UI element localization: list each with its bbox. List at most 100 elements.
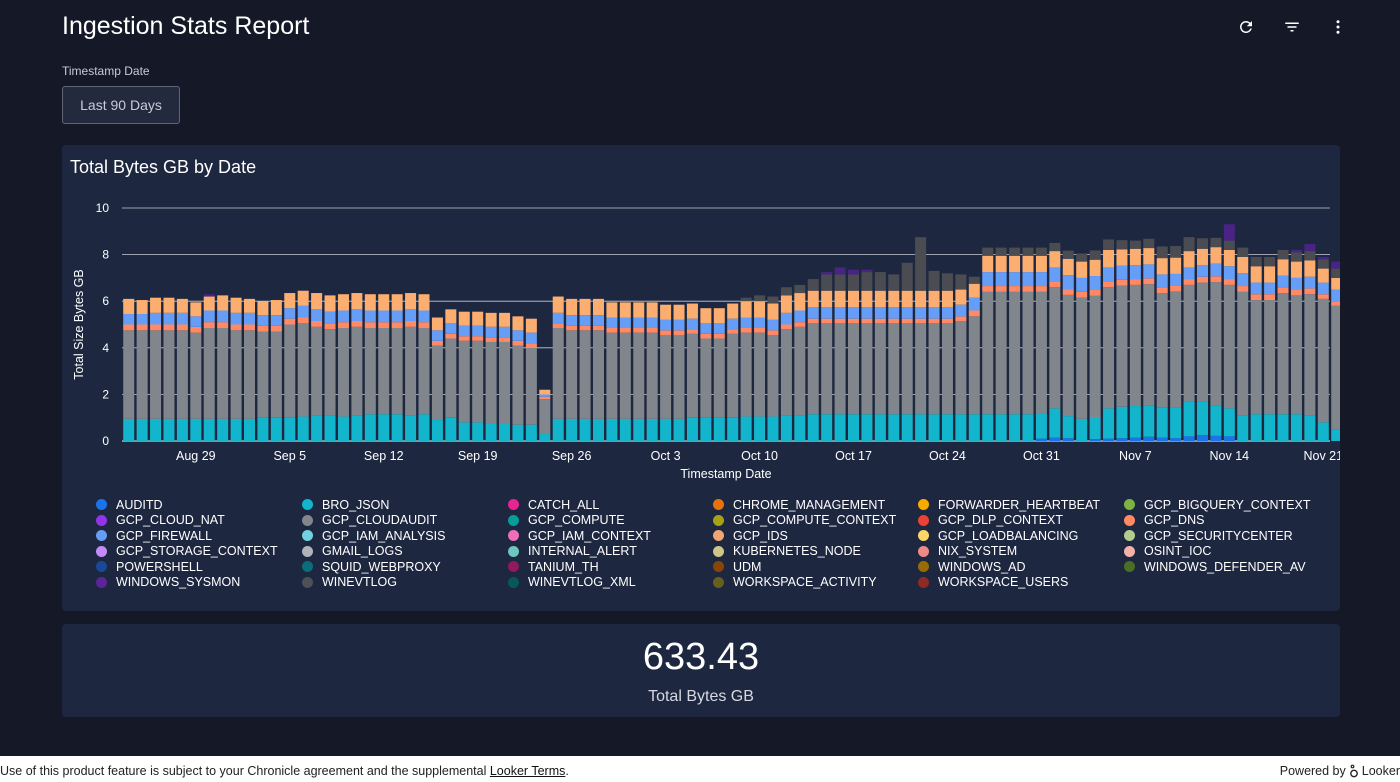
more-vert-icon[interactable]: [1328, 16, 1348, 38]
bar-segment-winevtlog: [1089, 250, 1101, 260]
looker-terms-link[interactable]: Looker Terms: [489, 764, 566, 778]
legend-item[interactable]: GCP_DLP_CONTEXT: [918, 513, 1124, 529]
bar-segment-bro_json: [136, 418, 148, 441]
bar-segment-gcp_firewall: [512, 330, 524, 341]
bar-segment-winevtlog: [861, 272, 873, 291]
bar-segment-auditd: [1049, 437, 1061, 441]
refresh-icon[interactable]: [1236, 16, 1256, 38]
legend-swatch: [713, 545, 724, 557]
legend-item[interactable]: GCP_STORAGE_CONTEXT: [96, 544, 302, 560]
bar-segment-gcp_dns: [915, 318, 927, 324]
bar-segment-gcp_cloudaudit: [539, 399, 551, 435]
legend-item[interactable]: GCP_CLOUD_NAT: [96, 513, 302, 529]
bar-segment-bro_json: [284, 417, 296, 441]
bar-segment-gcp_ids: [1049, 251, 1061, 268]
bar-segment-gcp_firewall: [472, 325, 484, 337]
bar-segment-gcp_dns: [579, 325, 591, 331]
bar-segment-gcp_cloudaudit: [150, 330, 162, 419]
bar-segment-gcp_firewall: [311, 309, 323, 322]
bar-segment-gcp_ids: [660, 304, 672, 320]
legend-item[interactable]: BRO_JSON: [302, 497, 508, 513]
legend-item[interactable]: TANIUM_TH: [508, 559, 713, 575]
bar-segment-winevtlog: [1210, 237, 1222, 248]
legend-item[interactable]: WINEVTLOG_XML: [508, 575, 713, 591]
bar-chart: 0 2 4 6 8 10 Aug 29 Sep 5 Sep 12 Sep 19 Sep 26 Oct …: [72, 201, 1340, 481]
legend-item[interactable]: KUBERNETES_NODE: [713, 544, 918, 560]
legend-swatch: [96, 530, 107, 542]
legend-item[interactable]: GCP_SECURITYCENTER: [1124, 528, 1330, 544]
bar-segment-gcp_cloudaudit: [619, 332, 631, 419]
bar-segment-gcp_ids: [794, 293, 806, 311]
bar-segment-bro_json: [767, 416, 779, 441]
legend-item[interactable]: GCP_COMPUTE_CONTEXT: [713, 513, 918, 529]
bar-segment-windows_sysmon: [1304, 244, 1316, 252]
legend-item[interactable]: INTERNAL_ALERT: [508, 544, 713, 560]
bar-segment-gcp_ids: [230, 297, 242, 313]
legend-item[interactable]: WINDOWS_SYSMON: [96, 575, 302, 591]
bar-segment-winevtlog: [1170, 245, 1182, 258]
bar-segment-auditd: [1223, 436, 1235, 441]
bar-segment-gcp_ids: [1331, 277, 1340, 290]
legend-item[interactable]: SQUID_WEBPROXY: [302, 559, 508, 575]
legend-item[interactable]: GCP_LOADBALANCING: [918, 528, 1124, 544]
bar-segment-gcp_ids: [566, 298, 578, 316]
legend-item[interactable]: WORKSPACE_USERS: [918, 575, 1124, 591]
bar-segment-gcp_cloudaudit: [633, 332, 645, 419]
bar-segment-gcp_ids: [257, 301, 269, 316]
bar-segment-gcp_ids: [1317, 268, 1329, 283]
bar-segment-bro_json: [311, 415, 323, 441]
legend-item[interactable]: FORWARDER_HEARTBEAT: [918, 497, 1124, 513]
legend-item[interactable]: GMAIL_LOGS: [302, 544, 508, 560]
legend-item[interactable]: GCP_IAM_CONTEXT: [508, 528, 713, 544]
legend-swatch: [96, 561, 107, 573]
bar-segment-gcp_dns: [1089, 290, 1101, 296]
kpi-label: Total Bytes GB: [648, 688, 754, 705]
bar-segment-gcp_ids: [1277, 259, 1289, 276]
bar-segment-bro_json: [1103, 408, 1115, 439]
bar-segment-gcp_firewall: [351, 309, 363, 322]
legend-item[interactable]: AUDITD: [96, 497, 302, 513]
bar-segment-bro_json: [512, 424, 524, 441]
bar-segment-gcp_dns: [767, 330, 779, 335]
legend-item[interactable]: GCP_DNS: [1124, 513, 1330, 529]
legend-item[interactable]: GCP_COMPUTE: [508, 513, 713, 529]
legend-item[interactable]: GCP_IDS: [713, 528, 918, 544]
bar-segment-gcp_firewall: [700, 323, 712, 334]
bar-segment-gcp_firewall: [968, 297, 980, 311]
legend-item[interactable]: GCP_CLOUDAUDIT: [302, 513, 508, 529]
bar-segment-bro_json: [445, 417, 457, 441]
filter-icon[interactable]: [1282, 16, 1302, 38]
bar-segment-gcp_ids: [619, 302, 631, 318]
legend-item[interactable]: WINDOWS_AD: [918, 559, 1124, 575]
bar-segment-gcp_ids: [968, 283, 980, 298]
bar-segment-gcp_ids: [364, 294, 376, 311]
bar-segment-gcp_dns: [499, 337, 511, 342]
date-filter-button[interactable]: Last 90 Days: [62, 86, 180, 124]
legend-item[interactable]: GCP_FIREWALL: [96, 528, 302, 544]
bar-segment-gcp_firewall: [244, 312, 256, 325]
legend-item[interactable]: OSINT_IOC: [1124, 544, 1330, 560]
legend-item[interactable]: WINDOWS_DEFENDER_AV: [1124, 559, 1330, 575]
legend-item[interactable]: WORKSPACE_ACTIVITY: [713, 575, 918, 591]
legend-item[interactable]: CATCH_ALL: [508, 497, 713, 513]
bar-segment-bro_json: [928, 414, 940, 441]
bar-segment-gcp_ids: [163, 297, 175, 313]
legend-item[interactable]: CHROME_MANAGEMENT: [713, 497, 918, 513]
bar-segment-gcp_ids: [1022, 255, 1034, 273]
legend-item[interactable]: NIX_SYSTEM: [918, 544, 1124, 560]
bar-segment-auditd: [1116, 438, 1128, 441]
legend-item[interactable]: UDM: [713, 559, 918, 575]
legend-item[interactable]: GCP_IAM_ANALYSIS: [302, 528, 508, 544]
x-tick-label: Oct 10: [741, 449, 778, 463]
bar-segment-gcp_cloudaudit: [1250, 300, 1262, 415]
legend-item[interactable]: GCP_BIGQUERY_CONTEXT: [1124, 497, 1330, 513]
bar-segment-winevtlog: [1103, 239, 1115, 250]
bar-segment-gcp_firewall: [1049, 267, 1061, 282]
bar-segment-winevtlog: [1277, 249, 1289, 260]
legend-item[interactable]: POWERSHELL: [96, 559, 302, 575]
bar-segment-winevtlog: [982, 247, 994, 256]
bar-segment-gcp_cloudaudit: [901, 323, 913, 415]
legend-item[interactable]: WINEVTLOG: [302, 575, 508, 591]
bar-segment-winevtlog: [888, 274, 900, 291]
bar-segment-gcp_cloudaudit: [592, 330, 604, 419]
